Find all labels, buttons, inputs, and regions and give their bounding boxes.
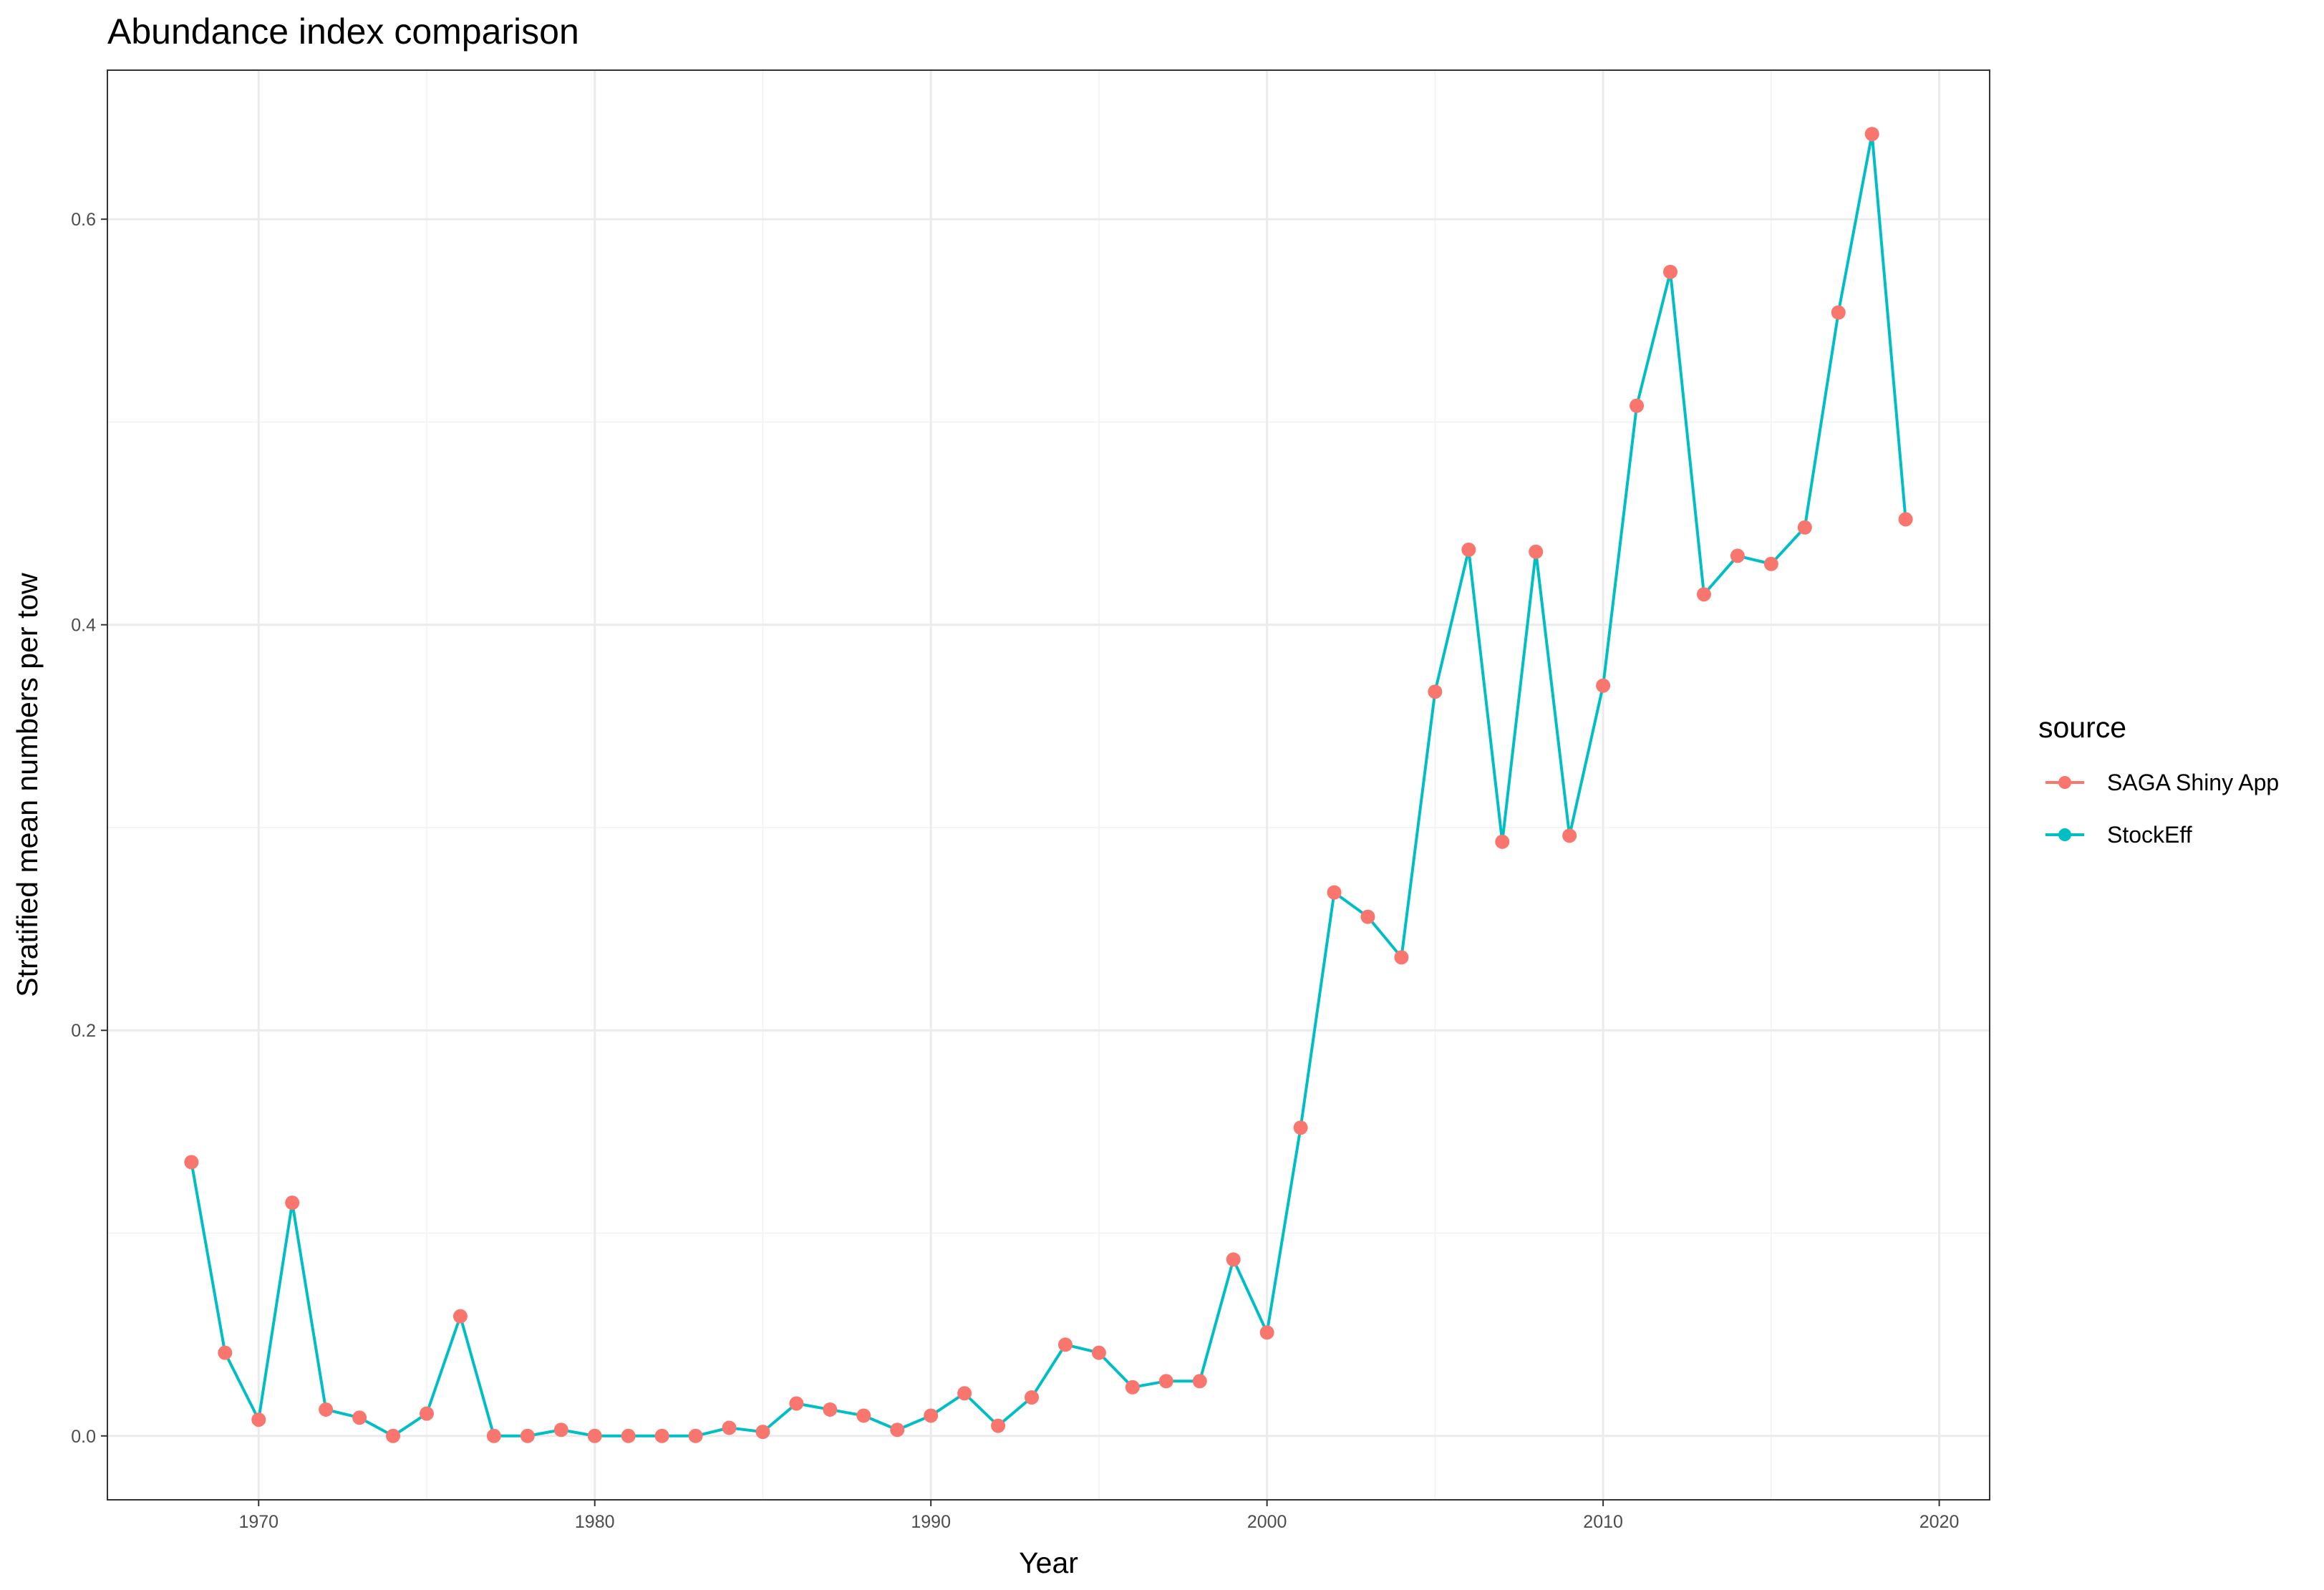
data-point (1360, 909, 1375, 924)
data-point (688, 1428, 703, 1443)
y-tick-label: 0.2 (71, 1021, 96, 1041)
data-point (789, 1396, 804, 1411)
data-point (1562, 828, 1577, 843)
x-tick-label: 1970 (238, 1512, 279, 1532)
data-point (1630, 398, 1645, 413)
data-point (452, 1309, 468, 1324)
data-point (621, 1428, 636, 1443)
data-point (553, 1422, 568, 1438)
data-point (1864, 127, 1879, 142)
data-point (991, 1418, 1006, 1433)
data-point (520, 1428, 535, 1443)
legend-key-point (2058, 828, 2071, 841)
data-point (1394, 950, 1409, 965)
x-tick-label: 2020 (1919, 1512, 1960, 1532)
data-point (1763, 556, 1778, 571)
grid-major (107, 70, 1990, 1500)
data-point (890, 1422, 905, 1438)
data-point (1226, 1252, 1241, 1267)
y-axis: 0.0 0.2 0.4 0.6 (71, 210, 107, 1447)
legend: source SAGA Shiny App StockEff (2038, 711, 2279, 848)
data-point (1898, 512, 1913, 527)
x-tick-label: 2010 (1583, 1512, 1623, 1532)
data-point (1192, 1374, 1207, 1389)
data-point (1259, 1325, 1274, 1340)
data-point (352, 1410, 367, 1425)
data-point (1158, 1374, 1173, 1389)
data-point (1831, 305, 1846, 320)
legend-key-point (2058, 776, 2071, 789)
data-point (1293, 1120, 1308, 1135)
data-point (957, 1386, 972, 1401)
x-axis-title: Year (1019, 1546, 1078, 1579)
data-point (1730, 548, 1745, 563)
data-point (823, 1402, 838, 1417)
series-layer (184, 127, 1913, 1443)
data-point (856, 1408, 871, 1423)
data-point (285, 1196, 300, 1211)
data-point (1091, 1345, 1106, 1360)
data-point (924, 1408, 939, 1423)
data-point (218, 1345, 233, 1360)
x-tick-label: 1980 (575, 1512, 615, 1532)
data-point (1461, 542, 1476, 557)
data-point (587, 1428, 602, 1443)
series-line-stockeff (190, 132, 1907, 1438)
y-tick-label: 0.0 (71, 1427, 96, 1447)
data-point (1327, 885, 1342, 900)
y-tick-label: 0.6 (71, 210, 96, 230)
data-point (1428, 684, 1443, 699)
legend-label: SAGA Shiny App (2107, 770, 2279, 795)
data-point (654, 1428, 669, 1443)
data-point (419, 1406, 434, 1421)
y-tick-label: 0.4 (71, 616, 96, 636)
legend-label: StockEff (2107, 822, 2192, 848)
data-point (319, 1402, 334, 1417)
data-point (1529, 544, 1544, 559)
data-point (1495, 834, 1510, 849)
x-tick-label: 1990 (911, 1512, 951, 1532)
data-point (1797, 520, 1812, 535)
data-point (1025, 1390, 1040, 1405)
grid-minor (107, 70, 1990, 1500)
data-point (1057, 1337, 1073, 1352)
data-point (486, 1428, 501, 1443)
data-point (722, 1420, 737, 1435)
data-point (1596, 678, 1611, 693)
data-point (1663, 264, 1678, 279)
data-point (755, 1425, 770, 1440)
data-point (1125, 1380, 1140, 1395)
panel-border (107, 69, 1990, 1501)
chart-title: Abundance index comparison (107, 11, 579, 52)
data-point (1696, 587, 1711, 602)
x-tick-label: 2000 (1247, 1512, 1287, 1532)
data-point (251, 1412, 266, 1427)
data-point (184, 1155, 199, 1170)
data-point (386, 1428, 401, 1443)
legend-title: source (2038, 711, 2126, 744)
x-axis: 1970 1980 1990 2000 2010 2020 (238, 1500, 1959, 1532)
y-axis-title: Stratified mean numbers per tow (11, 573, 44, 997)
